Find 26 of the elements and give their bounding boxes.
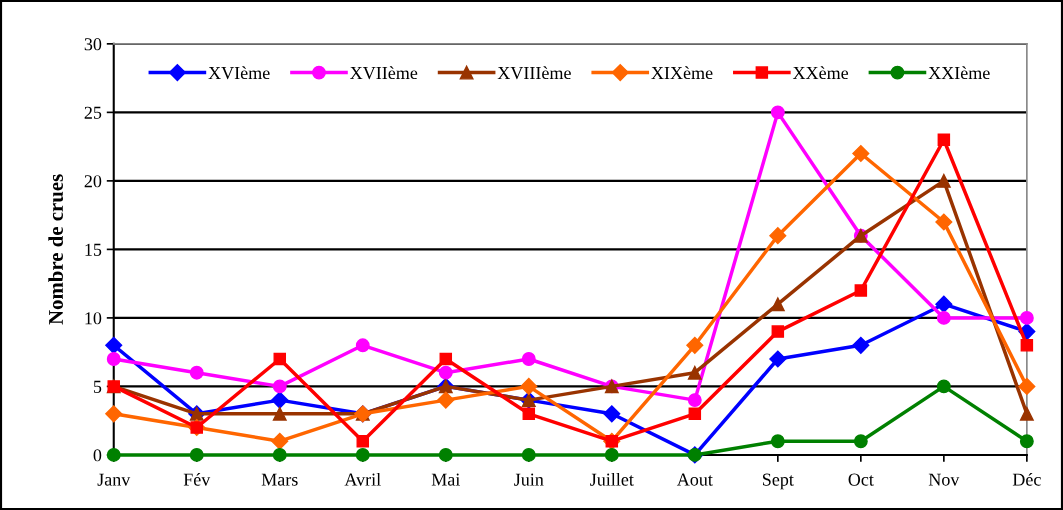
x-tick-label: Oct [848, 473, 874, 486]
y-tick-label: 5 [93, 380, 102, 393]
legend-label: XVIIème [350, 66, 418, 80]
x-tick-label: Janv [97, 473, 131, 486]
y-axis-title: Nombre de crues [48, 174, 64, 325]
legend-label: XVIIIème [497, 66, 571, 80]
x-tick-label: Nov [928, 473, 960, 486]
legend-label: XXIème [928, 66, 990, 80]
y-tick-label: 0 [93, 449, 102, 462]
legend-label: XVIème [208, 66, 270, 80]
x-tick-label: Déc [1012, 472, 1041, 486]
x-tick-label: Juin [514, 473, 544, 486]
x-tick-label: Sept [762, 473, 794, 490]
x-tick-label: Avril [344, 472, 381, 486]
x-tick-label: Aout [676, 473, 713, 486]
y-tick-label: 25 [84, 106, 102, 119]
y-tick-label: 15 [85, 243, 102, 256]
y-tick-label: 20 [84, 175, 102, 188]
x-tick-label: Mai [431, 473, 460, 486]
legend-label: XXème [792, 66, 849, 80]
x-tick-label: Fév [183, 472, 211, 486]
x-tick-label: Mars [261, 473, 298, 486]
y-tick-label: 30 [84, 38, 102, 51]
y-tick-label: 10 [85, 312, 102, 325]
x-tick-label: Juillet [590, 472, 634, 486]
legend-label: XIXème [651, 66, 713, 80]
